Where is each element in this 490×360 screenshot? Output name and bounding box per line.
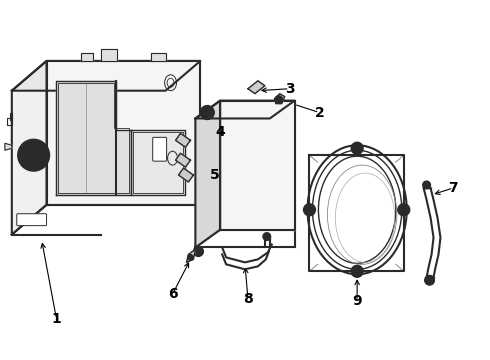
Polygon shape (275, 94, 285, 104)
Polygon shape (175, 133, 191, 147)
Circle shape (200, 105, 214, 120)
Circle shape (18, 139, 49, 171)
Text: 5: 5 (210, 168, 220, 182)
Text: 6: 6 (168, 287, 177, 301)
Polygon shape (101, 49, 117, 61)
Circle shape (422, 181, 431, 189)
Circle shape (351, 265, 363, 277)
Polygon shape (47, 61, 200, 205)
Polygon shape (151, 53, 166, 61)
Circle shape (263, 233, 271, 240)
Circle shape (398, 204, 410, 216)
Text: 4: 4 (215, 125, 225, 139)
Circle shape (188, 255, 194, 260)
FancyBboxPatch shape (153, 137, 167, 161)
Text: 1: 1 (51, 312, 61, 326)
Polygon shape (175, 153, 191, 167)
Polygon shape (56, 81, 131, 195)
Polygon shape (220, 100, 294, 230)
Text: 9: 9 (352, 294, 362, 308)
Circle shape (194, 247, 203, 256)
Polygon shape (81, 53, 93, 61)
FancyBboxPatch shape (17, 214, 47, 226)
Polygon shape (178, 168, 194, 182)
Circle shape (425, 275, 435, 285)
Polygon shape (187, 249, 196, 262)
Circle shape (351, 142, 363, 154)
Polygon shape (12, 61, 200, 91)
Polygon shape (196, 100, 294, 118)
Polygon shape (196, 100, 220, 247)
Polygon shape (5, 143, 12, 150)
Polygon shape (12, 61, 47, 235)
Circle shape (303, 204, 316, 216)
Circle shape (275, 96, 283, 104)
Text: 8: 8 (243, 292, 253, 306)
Polygon shape (131, 130, 185, 195)
Text: 2: 2 (315, 105, 324, 120)
Text: 3: 3 (285, 82, 294, 96)
Polygon shape (248, 81, 265, 94)
Text: 7: 7 (448, 181, 458, 195)
